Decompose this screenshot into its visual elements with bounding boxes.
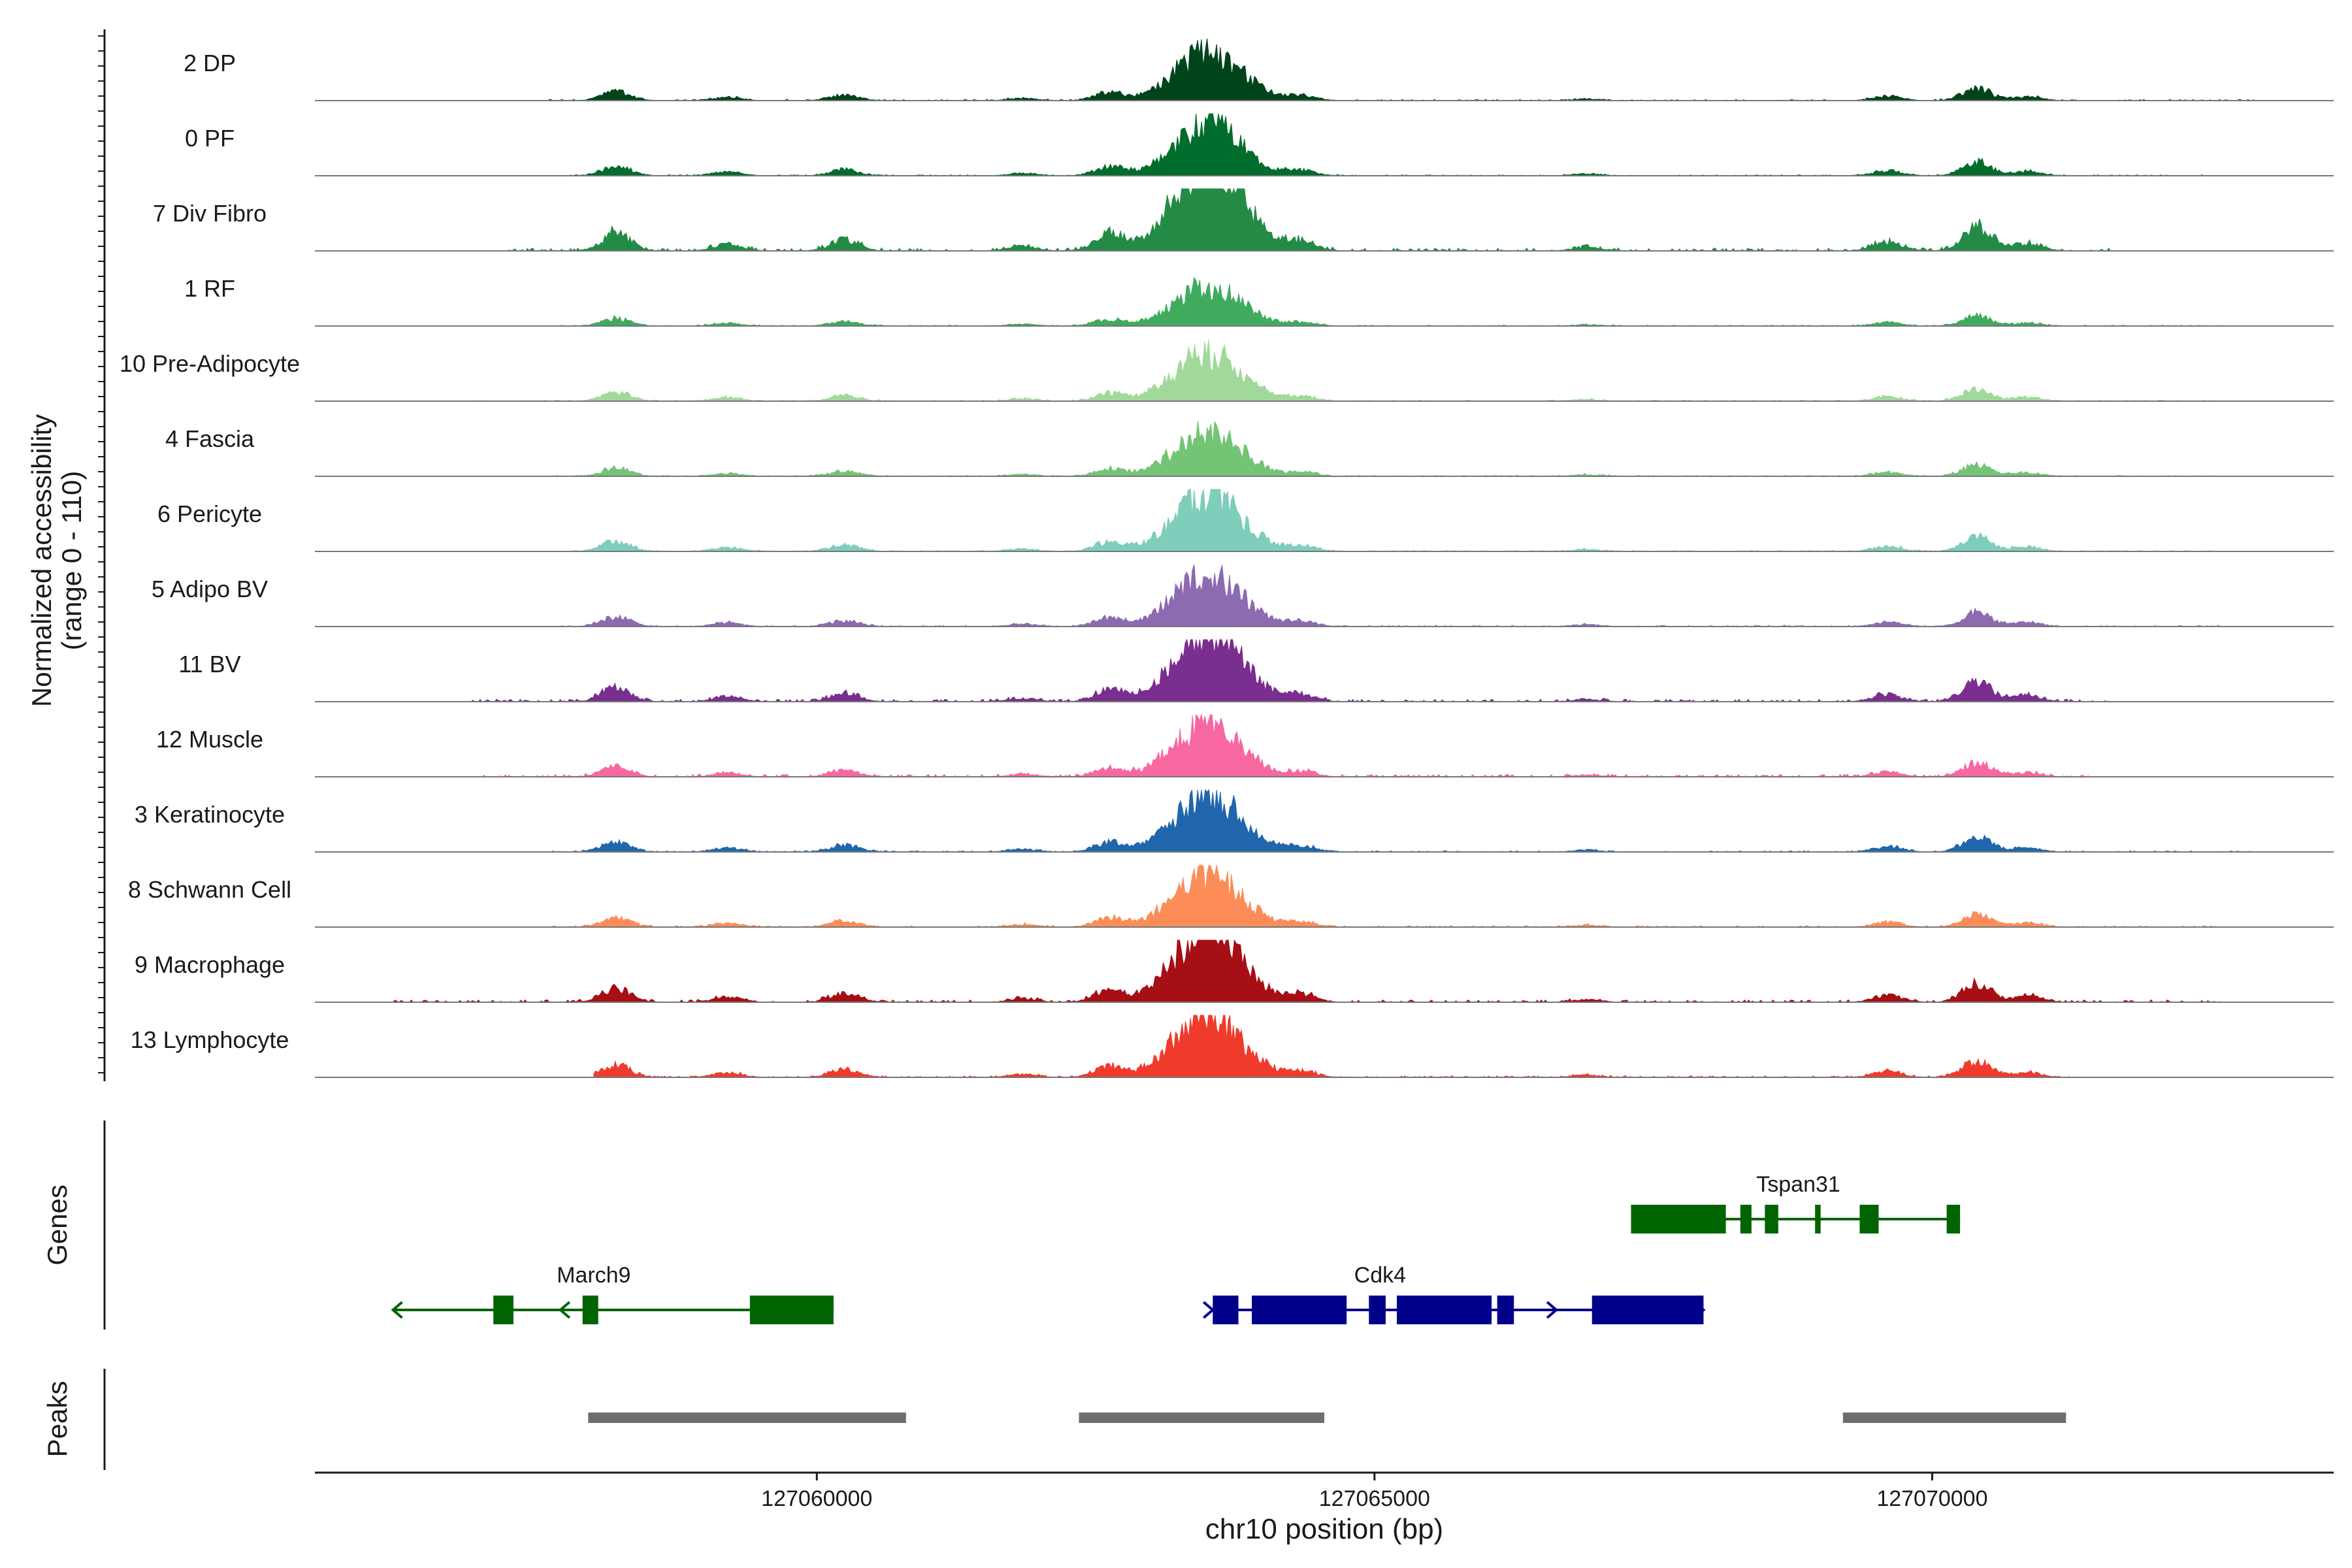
- track-11-bv: 11 BV: [178, 638, 2334, 702]
- track-7-div-fibro: 7 Div Fibro: [153, 188, 2334, 252]
- gene-track: Tspan31 March9 Cdk4: [391, 1172, 1961, 1324]
- track-label: 6 Pericyte: [157, 500, 262, 527]
- gene-exon: [1592, 1296, 1704, 1324]
- gene-exon: [1497, 1296, 1514, 1324]
- peak-bar: [588, 1413, 906, 1423]
- track-label: 4 Fascia: [165, 425, 255, 452]
- gene-label: Tspan31: [1756, 1172, 1840, 1197]
- gene-exon: [493, 1296, 514, 1324]
- strand-arrow: [1202, 1301, 1215, 1319]
- gene-exon: [1765, 1205, 1778, 1233]
- track-2-dp: 2 DP: [184, 38, 2334, 101]
- track-12-muscle: 12 Muscle: [156, 713, 2334, 777]
- track-4-fascia: 4 Fascia: [165, 420, 2334, 477]
- gene-cdk4: Cdk4: [1202, 1263, 1706, 1324]
- track-5-adipo-bv: 5 Adipo BV: [152, 564, 2334, 627]
- gene-exon: [1859, 1205, 1879, 1233]
- coverage-area: [481, 713, 2089, 777]
- track-label: 11 BV: [178, 651, 240, 678]
- track-label: 9 Macrophage: [135, 951, 285, 978]
- coverage-area: [549, 38, 2256, 101]
- gene-tspan31: Tspan31: [1631, 1172, 1961, 1233]
- coverage-area: [549, 864, 2223, 928]
- track-label: 3 Keratinocyte: [135, 801, 285, 828]
- gene-exon: [1946, 1205, 1961, 1233]
- strand-arrow: [558, 1301, 571, 1319]
- gene-exon: [749, 1296, 834, 1324]
- strand-arrow: [1693, 1301, 1706, 1319]
- gene-exon: [1740, 1205, 1752, 1233]
- track-label: 10 Pre-Adipocyte: [120, 350, 300, 377]
- gene-exon: [1631, 1205, 1726, 1233]
- coverage-area: [426, 338, 2223, 402]
- track-13-lymphocyte: 13 Lymphocyte: [131, 1015, 2334, 1078]
- y-axis-title-line2: (range 0 - 110): [56, 471, 87, 651]
- coverage-area: [549, 276, 2223, 327]
- x-axis-ticks: 127060000 127065000 127070000: [761, 1473, 1988, 1511]
- gene-exon: [1396, 1296, 1492, 1324]
- x-tick-label: 127060000: [761, 1486, 872, 1511]
- track-8-schwann-cell: 8 Schwann Cell: [128, 864, 2334, 928]
- track-0-pf: 0 PF: [185, 113, 2334, 176]
- gene-label: March9: [557, 1263, 630, 1288]
- coverage-area: [549, 113, 2223, 176]
- coverage-area: [549, 564, 2223, 627]
- peak-bar: [1079, 1413, 1324, 1423]
- gene-exon: [1369, 1296, 1386, 1324]
- track-9-macrophage: 9 Macrophage: [135, 939, 2334, 1003]
- gene-label: Cdk4: [1354, 1263, 1406, 1288]
- track-label: 7 Div Fibro: [153, 200, 267, 227]
- track-6-pericyte: 6 Pericyte: [157, 489, 2334, 552]
- coverage-area: [549, 489, 2223, 552]
- track-3-keratinocyte: 3 Keratinocyte: [135, 789, 2334, 853]
- gene-exon: [1252, 1296, 1347, 1324]
- gene-march9: March9: [391, 1263, 834, 1324]
- track-label: 13 Lymphocyte: [131, 1026, 289, 1053]
- track-label: 8 Schwann Cell: [128, 876, 291, 903]
- strand-arrow: [1546, 1301, 1559, 1319]
- x-axis-title: chr10 position (bp): [1205, 1513, 1443, 1545]
- genes-axis-title: Genes: [42, 1184, 73, 1266]
- track-label: 5 Adipo BV: [152, 576, 268, 602]
- coverage-tracks: 2 DP 0 PF 7 Div Fibro 1 RF 10 Pre-Adipocyte 4…: [120, 38, 2334, 1078]
- peak-bar: [1842, 1413, 2066, 1423]
- coverage-area: [593, 1015, 2078, 1078]
- x-tick-label: 127065000: [1319, 1486, 1430, 1511]
- track-label: 1 RF: [184, 275, 235, 302]
- gene-exon: [1815, 1205, 1821, 1233]
- track-10-pre-adipocyte: 10 Pre-Adipocyte: [120, 338, 2334, 402]
- x-tick-label: 127070000: [1876, 1486, 1987, 1511]
- track-label: 2 DP: [184, 50, 236, 76]
- coverage-area: [392, 939, 2223, 1003]
- coverage-area: [549, 420, 2223, 477]
- coverage-area: [470, 638, 2111, 702]
- gene-exon: [582, 1296, 598, 1324]
- track-label: 12 Muscle: [156, 726, 263, 753]
- gene-exon: [1213, 1296, 1239, 1324]
- strand-arrow: [391, 1301, 403, 1319]
- track-label: 0 PF: [185, 125, 235, 152]
- coverage-area: [549, 789, 2256, 853]
- coverage-y-axis: [98, 29, 106, 1081]
- y-axis-title-line1: Normalized accessibility: [26, 414, 57, 707]
- track-1-rf: 1 RF: [184, 275, 2334, 327]
- coverage-area: [493, 188, 2112, 252]
- peak-track: [588, 1413, 2066, 1423]
- peaks-axis-title: Peaks: [42, 1381, 73, 1458]
